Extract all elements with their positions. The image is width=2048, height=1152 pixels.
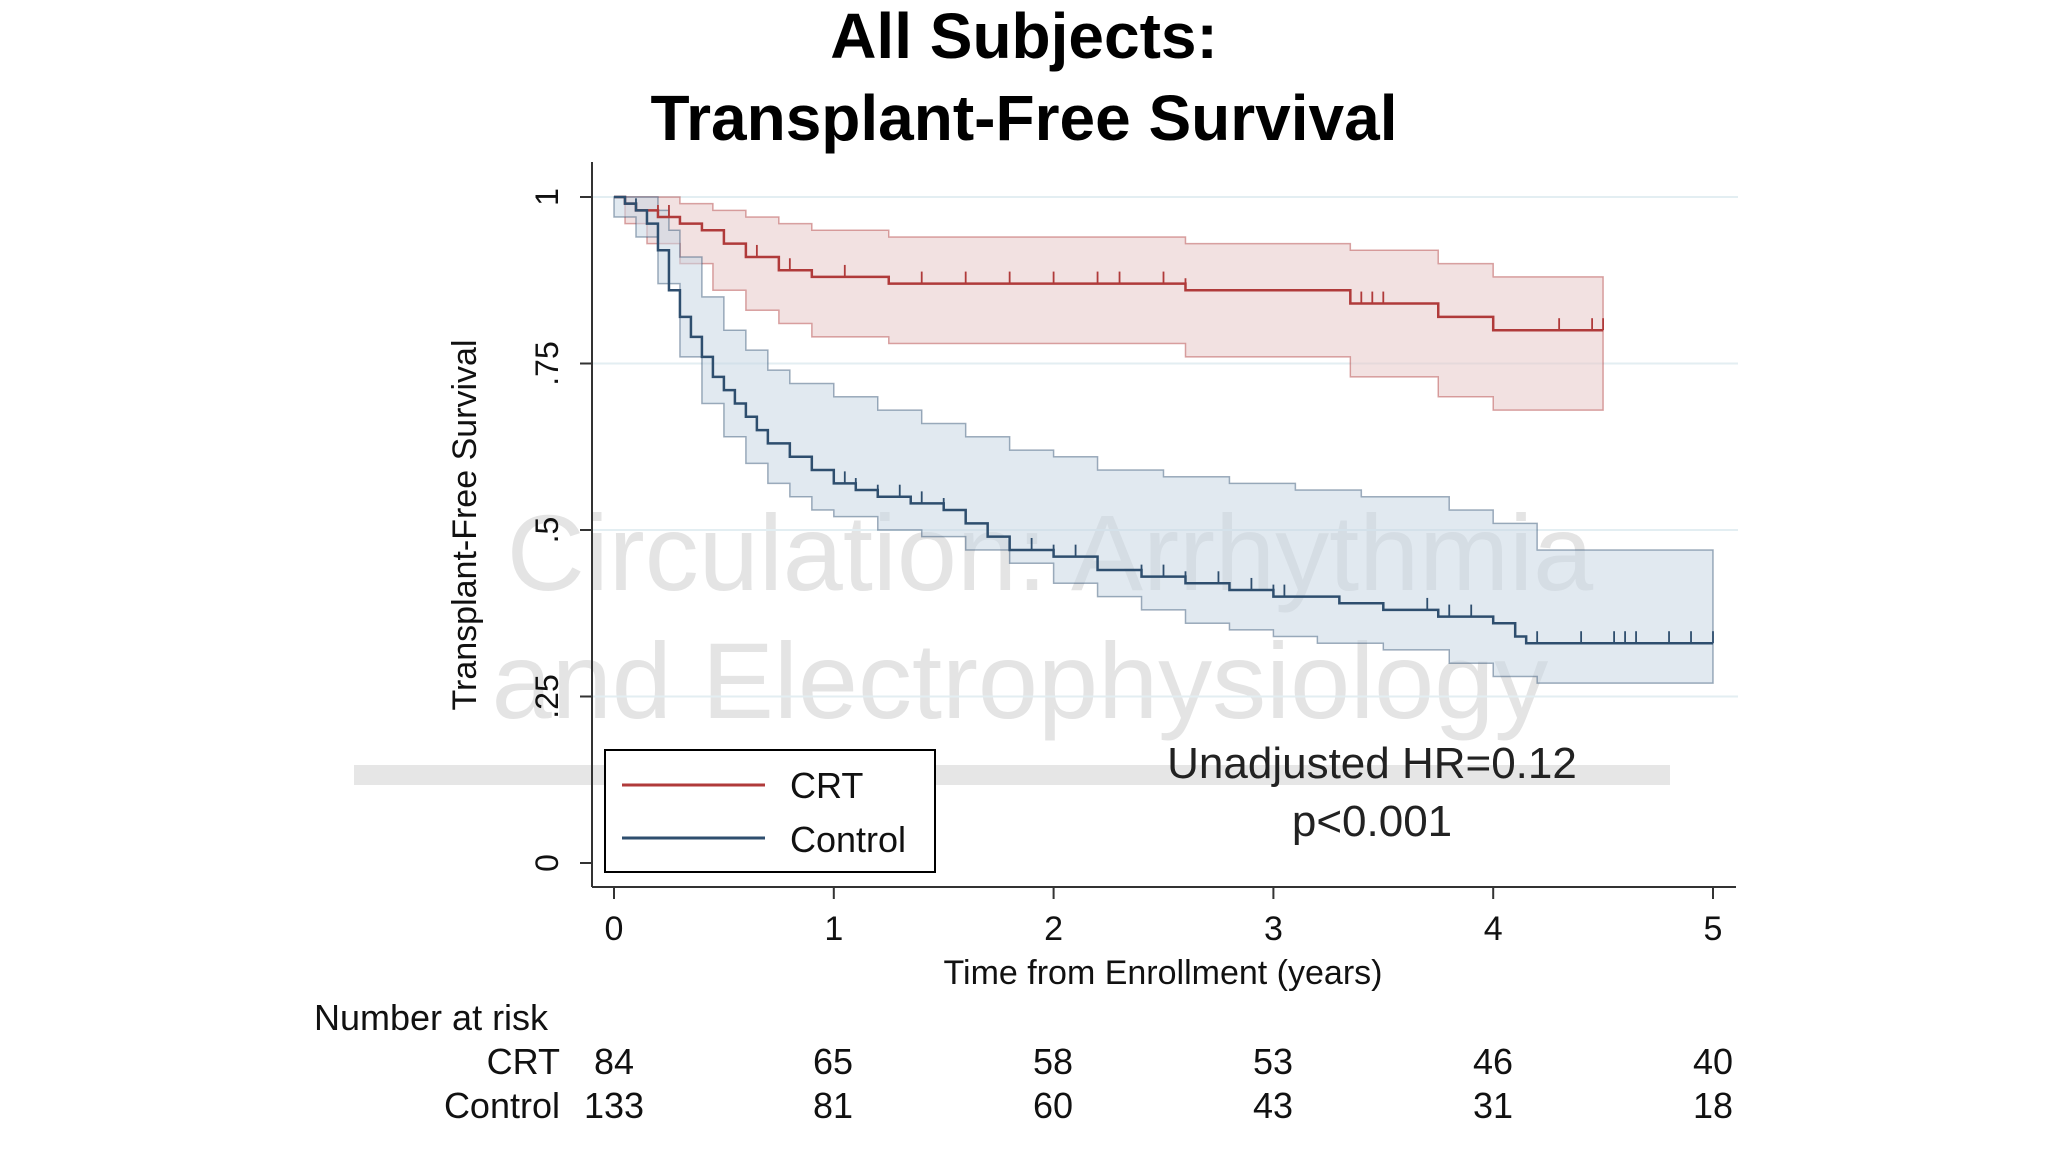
chart-title-line-1: All Subjects: <box>830 0 1218 72</box>
y-tick-label-0: 0 <box>529 854 565 872</box>
hr-annotation: Unadjusted HR=0.12 <box>1167 739 1577 788</box>
ci-band-control <box>613 196 1714 684</box>
legend-box <box>604 749 936 873</box>
x-tick-label-2: 2 <box>1044 910 1063 948</box>
y-tick-label-1: .25 <box>529 674 565 718</box>
risk-row-label-crt: CRT <box>486 1041 560 1082</box>
risk-crt-t0: 84 <box>593 1041 635 1082</box>
p-value-annotation: p<0.001 <box>1292 797 1452 846</box>
risk-control-t0: 133 <box>583 1085 645 1126</box>
risk-control-t2: 60 <box>1032 1085 1074 1126</box>
risk-control-t5: 18 <box>1692 1085 1734 1126</box>
risk-crt-t1: 65 <box>812 1041 854 1082</box>
legend-control-label: Control <box>790 819 906 860</box>
x-tick-label-0: 0 <box>605 910 624 948</box>
survival-curve-crt <box>614 195 1604 332</box>
y-axis-label: Transplant-Free Survival <box>446 340 484 711</box>
y-tick-label-4: 1 <box>529 188 565 206</box>
risk-table-header: Number at risk <box>314 997 549 1038</box>
x-tick-label-4: 4 <box>1484 910 1503 948</box>
risk-control-t4: 31 <box>1472 1085 1514 1126</box>
risk-row-label-control: Control <box>443 1085 560 1126</box>
x-tick-label-5: 5 <box>1704 910 1723 948</box>
y-tick-label-3: .75 <box>529 341 565 385</box>
y-tick-label-2: .5 <box>529 517 565 544</box>
x-tick-label-1: 1 <box>824 910 843 948</box>
legend-crt-label: CRT <box>790 765 863 806</box>
chart-title-line-2: Transplant-Free Survival <box>650 82 1398 154</box>
x-tick-label-3: 3 <box>1264 910 1283 948</box>
x-axis-label: Time from Enrollment (years) <box>944 954 1383 992</box>
risk-crt-t3: 53 <box>1252 1041 1294 1082</box>
risk-crt-t4: 46 <box>1472 1041 1514 1082</box>
risk-crt-t5: 40 <box>1692 1041 1734 1082</box>
risk-control-t3: 43 <box>1252 1085 1294 1126</box>
risk-crt-t2: 58 <box>1032 1041 1074 1082</box>
ci-band-crt <box>614 196 1604 411</box>
risk-control-t1: 81 <box>812 1085 854 1126</box>
